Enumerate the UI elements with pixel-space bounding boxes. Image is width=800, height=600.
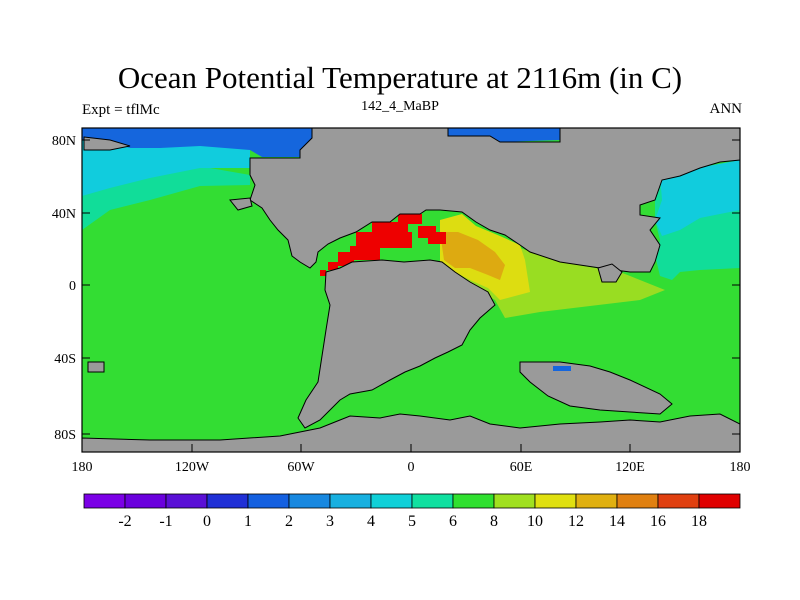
lat-label: 80N xyxy=(52,134,76,149)
axis-ticks xyxy=(81,139,741,452)
ocean-blue-arctic-west xyxy=(82,128,312,157)
colorbar-swatch xyxy=(370,493,413,509)
land-small-west xyxy=(229,197,253,211)
lon-label: 120W xyxy=(175,460,210,475)
lon-label: 0 xyxy=(408,460,415,475)
ocean-blue-arctic-east xyxy=(448,128,560,142)
map-panel: 80N 40N 0 40S 80S 180 120W 60W 0 60E 120… xyxy=(52,127,751,475)
colorbar-swatch xyxy=(493,493,536,509)
lon-label: 180 xyxy=(730,460,751,475)
lat-label: 0 xyxy=(69,279,76,294)
land-gondwana-south-america-africa xyxy=(297,259,496,429)
colorbar-swatch xyxy=(83,493,126,509)
colorbar-label: 3 xyxy=(326,513,334,530)
ocean-blue-south-patch xyxy=(553,366,571,371)
ocean-red-pockets xyxy=(320,214,446,276)
colorbar-label: 12 xyxy=(568,513,584,530)
land-greenland-island xyxy=(83,136,131,151)
colorbar-swatch xyxy=(165,493,208,509)
colorbar-swatch xyxy=(124,493,167,509)
colorbar-label: 8 xyxy=(490,513,498,530)
colorbar-label: -1 xyxy=(159,513,172,530)
colorbar-swatch xyxy=(698,493,741,509)
experiment-label: Expt = tflMc xyxy=(82,102,160,118)
season-label: ANN xyxy=(709,101,743,117)
colorbar-swatch xyxy=(288,493,331,509)
lon-label: 120E xyxy=(615,460,645,475)
lat-label: 40S xyxy=(54,352,76,367)
colorbar-swatch xyxy=(575,493,618,509)
land-eastern-island xyxy=(597,263,623,283)
colorbar-swatch xyxy=(452,493,495,509)
lat-label: 80S xyxy=(54,428,76,443)
colorbar-label: 10 xyxy=(527,513,543,530)
colorbar-label: 16 xyxy=(650,513,666,530)
colorbar-label: 14 xyxy=(609,513,625,530)
colorbar-swatch xyxy=(534,493,577,509)
land-masses xyxy=(81,127,741,453)
colorbar-swatch xyxy=(657,493,700,509)
colorbar-label: 18 xyxy=(691,513,707,530)
land-india-australia xyxy=(519,361,673,415)
time-label: 142_4_MaBP xyxy=(361,99,439,114)
colorbar-label: 4 xyxy=(367,513,375,530)
colorbar-label: 0 xyxy=(203,513,211,530)
lon-label: 60E xyxy=(510,460,533,475)
ocean-cyan-north-east xyxy=(655,160,740,236)
longitude-labels: 180 120W 60W 0 60E 120E 180 xyxy=(72,460,751,475)
colorbar-swatch xyxy=(329,493,372,509)
ocean-orange-tethys xyxy=(440,232,505,280)
colorbar-swatch xyxy=(206,493,249,509)
colorbar-swatch xyxy=(247,493,290,509)
lon-label: 60W xyxy=(287,460,315,475)
colorbar-label: 6 xyxy=(449,513,457,530)
colorbar-label: 1 xyxy=(244,513,252,530)
lat-label: 40N xyxy=(52,207,76,222)
colorbar-label: -2 xyxy=(118,513,131,530)
colorbar-label: 5 xyxy=(408,513,416,530)
map-title: Ocean Potential Temperature at 2116m (in… xyxy=(117,60,683,95)
lon-label: 180 xyxy=(72,460,93,475)
colorbar-swatch xyxy=(616,493,659,509)
colorbar-label: 2 xyxy=(285,513,293,530)
colorbar-swatch xyxy=(411,493,454,509)
colorbar: -2 -1 0 1 2 3 4 5 6 8 10 12 14 16 18 xyxy=(83,493,741,530)
land-laurasia-north-america xyxy=(249,127,741,273)
land-small-pacific xyxy=(87,361,105,373)
ocean-cyan-north-pacific xyxy=(82,135,250,196)
latitude-labels: 80N 40N 0 40S 80S xyxy=(52,134,76,443)
